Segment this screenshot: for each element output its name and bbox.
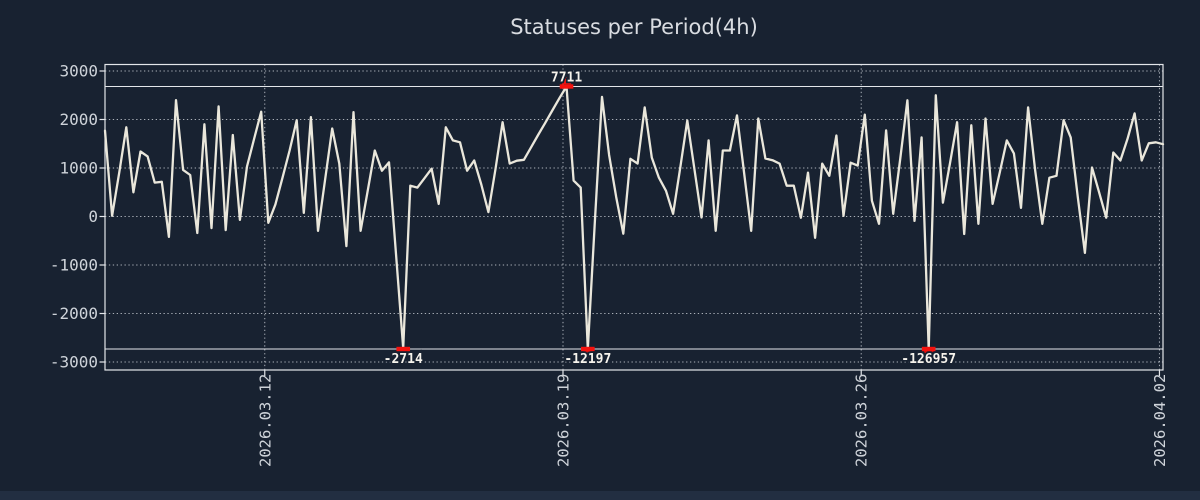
y-tick-label: -1000	[50, 256, 98, 275]
x-tick-label: 2026.04.02	[1151, 374, 1169, 467]
y-tick-label: -2000	[50, 304, 98, 323]
y-tick-label: 1000	[59, 159, 98, 178]
y-tick-label: -3000	[50, 353, 98, 372]
y-tick-label: 2000	[59, 110, 98, 129]
y-tick-label: 0	[88, 207, 98, 226]
frame-layer	[104, 63, 1164, 371]
outlier-value-label: -126957	[901, 352, 956, 367]
outlier-marker-down-arrow-icon	[398, 351, 409, 359]
outlier-marker-down	[396, 346, 411, 352]
outlier-marker-layer: 7711 -2714 -12197 -126957	[382, 69, 958, 369]
outlier-value-label: 7711	[551, 70, 582, 85]
outlier-marker-down	[921, 346, 936, 352]
x-tick-label: 2026.03.26	[853, 374, 871, 467]
outlier-marker-down-arrow-icon	[582, 351, 593, 359]
series-layer	[103, 85, 1165, 351]
outlier-marker-up-arrow-icon	[561, 77, 572, 85]
axis-layer: 3000 2000 1000 0 -1000 -2000 -3000 2026.03.12 20…	[50, 62, 1169, 468]
window-bottom-strip	[0, 491, 1200, 500]
x-tick-label: 2026.03.19	[554, 374, 572, 467]
y-tick-label: 3000	[59, 62, 98, 81]
outlier-value-label: -2714	[384, 352, 423, 367]
outlier-marker-up	[559, 84, 574, 89]
plot-frame	[104, 63, 1164, 371]
outlier-marker-down	[581, 346, 595, 352]
chart-title: Statuses per Period(4h)	[510, 15, 758, 39]
series-line	[103, 85, 1165, 351]
grid-layer	[105, 64, 1163, 370]
outlier-value-label: -12197	[564, 352, 611, 367]
x-tick-label: 2026.03.12	[256, 374, 274, 467]
outlier-marker-down-arrow-icon	[923, 351, 934, 359]
